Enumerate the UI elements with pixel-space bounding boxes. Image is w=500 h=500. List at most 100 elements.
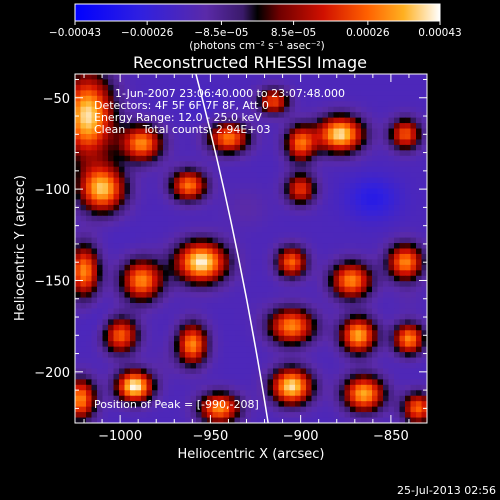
heatmap-cell <box>124 313 131 320</box>
heatmap-cell <box>278 144 285 151</box>
heatmap-cell <box>377 204 384 211</box>
heatmap-cell <box>339 95 346 102</box>
heatmap-cell <box>135 112 142 119</box>
heatmap-cell <box>141 341 148 348</box>
heatmap-cell <box>190 193 197 201</box>
heatmap-cell <box>212 123 219 130</box>
heatmap-cell <box>399 270 406 277</box>
heatmap-cell <box>405 248 412 255</box>
heatmap-cell <box>102 204 109 211</box>
heatmap-cell <box>278 275 285 282</box>
heatmap-cell <box>410 286 417 293</box>
heatmap-cell <box>135 199 142 206</box>
heatmap-cell <box>317 368 324 375</box>
heatmap-cell <box>333 281 340 288</box>
heatmap-cell <box>190 172 197 179</box>
heatmap-cell <box>405 286 412 293</box>
heatmap-cell <box>317 199 324 206</box>
heatmap-cell <box>86 341 93 348</box>
heatmap-cell <box>234 215 241 222</box>
heatmap-cell <box>240 155 247 162</box>
heatmap-cell <box>377 303 384 310</box>
heatmap-cell <box>152 270 159 277</box>
heatmap-cell <box>141 237 148 244</box>
heatmap-cell <box>108 123 115 130</box>
heatmap-cell <box>273 346 280 353</box>
heatmap-cell <box>130 161 137 168</box>
heatmap-cell <box>229 106 236 113</box>
heatmap-cell <box>394 412 401 419</box>
heatmap-cell <box>102 270 109 277</box>
heatmap-cell <box>328 352 335 359</box>
heatmap-cell <box>207 215 214 222</box>
heatmap-cell <box>185 297 192 304</box>
heatmap-cell <box>201 199 208 206</box>
heatmap-cell <box>377 330 384 337</box>
heatmap-cell <box>311 264 318 271</box>
heatmap-cell <box>284 352 291 359</box>
heatmap-cell <box>377 313 384 320</box>
heatmap-cell <box>185 319 192 326</box>
heatmap-cell <box>102 133 109 141</box>
heatmap-cell <box>91 390 98 397</box>
heatmap-cell <box>119 412 126 419</box>
heatmap-cell <box>229 215 236 222</box>
heatmap-cell <box>163 199 170 206</box>
heatmap-cell <box>152 79 159 86</box>
heatmap-cell <box>267 379 274 386</box>
heatmap-cell <box>416 79 423 86</box>
heatmap-cell <box>300 172 307 179</box>
heatmap-cell <box>317 172 324 179</box>
heatmap-cell <box>185 177 192 184</box>
heatmap-cell <box>333 150 340 157</box>
heatmap-cell <box>394 199 401 206</box>
heatmap-cell <box>399 390 406 397</box>
heatmap-cell <box>196 128 203 135</box>
heatmap-cell <box>383 417 390 423</box>
heatmap-cell <box>108 286 115 293</box>
heatmap-cell <box>350 292 357 299</box>
heatmap-cell <box>284 281 291 288</box>
heatmap-cell <box>295 395 302 402</box>
heatmap-cell <box>344 270 351 277</box>
heatmap-cell <box>245 352 252 359</box>
heatmap-cell <box>273 139 280 146</box>
heatmap-cell <box>130 226 137 233</box>
heatmap-cell <box>245 401 252 408</box>
heatmap-cell <box>405 155 412 162</box>
heatmap-cell <box>366 84 373 91</box>
heatmap-cell <box>278 303 285 310</box>
heatmap-cell <box>102 335 109 342</box>
heatmap-cell <box>157 281 164 288</box>
heatmap-cell <box>146 172 153 179</box>
heatmap-cell <box>207 112 214 119</box>
heatmap-cell <box>163 303 170 310</box>
heatmap-cell <box>405 417 412 423</box>
heatmap-cell <box>91 117 98 124</box>
heatmap-cell <box>86 199 93 206</box>
heatmap-cell <box>163 406 170 413</box>
heatmap-cell <box>130 84 137 91</box>
heatmap-cell <box>377 379 384 386</box>
heatmap-cell <box>251 330 258 337</box>
heatmap-cell <box>355 335 362 342</box>
heatmap-cell <box>75 406 82 413</box>
heatmap-cell <box>366 395 373 402</box>
heatmap-cell <box>152 281 159 288</box>
heatmap-cell <box>108 95 115 102</box>
heatmap-cell <box>163 330 170 337</box>
heatmap-cell <box>377 352 384 359</box>
heatmap-cell <box>284 123 291 130</box>
heatmap-cell <box>102 123 109 130</box>
heatmap-cell <box>295 341 302 348</box>
heatmap-cell <box>157 270 164 277</box>
heatmap-cell <box>240 264 247 271</box>
heatmap-cell <box>218 313 225 320</box>
heatmap-cell <box>229 237 236 244</box>
heatmap-cell <box>75 346 82 353</box>
heatmap-cell <box>295 177 302 184</box>
heatmap-cell <box>361 248 368 255</box>
heatmap-cell <box>344 395 351 402</box>
heatmap-cell <box>388 128 395 135</box>
heatmap-cell <box>383 357 390 364</box>
